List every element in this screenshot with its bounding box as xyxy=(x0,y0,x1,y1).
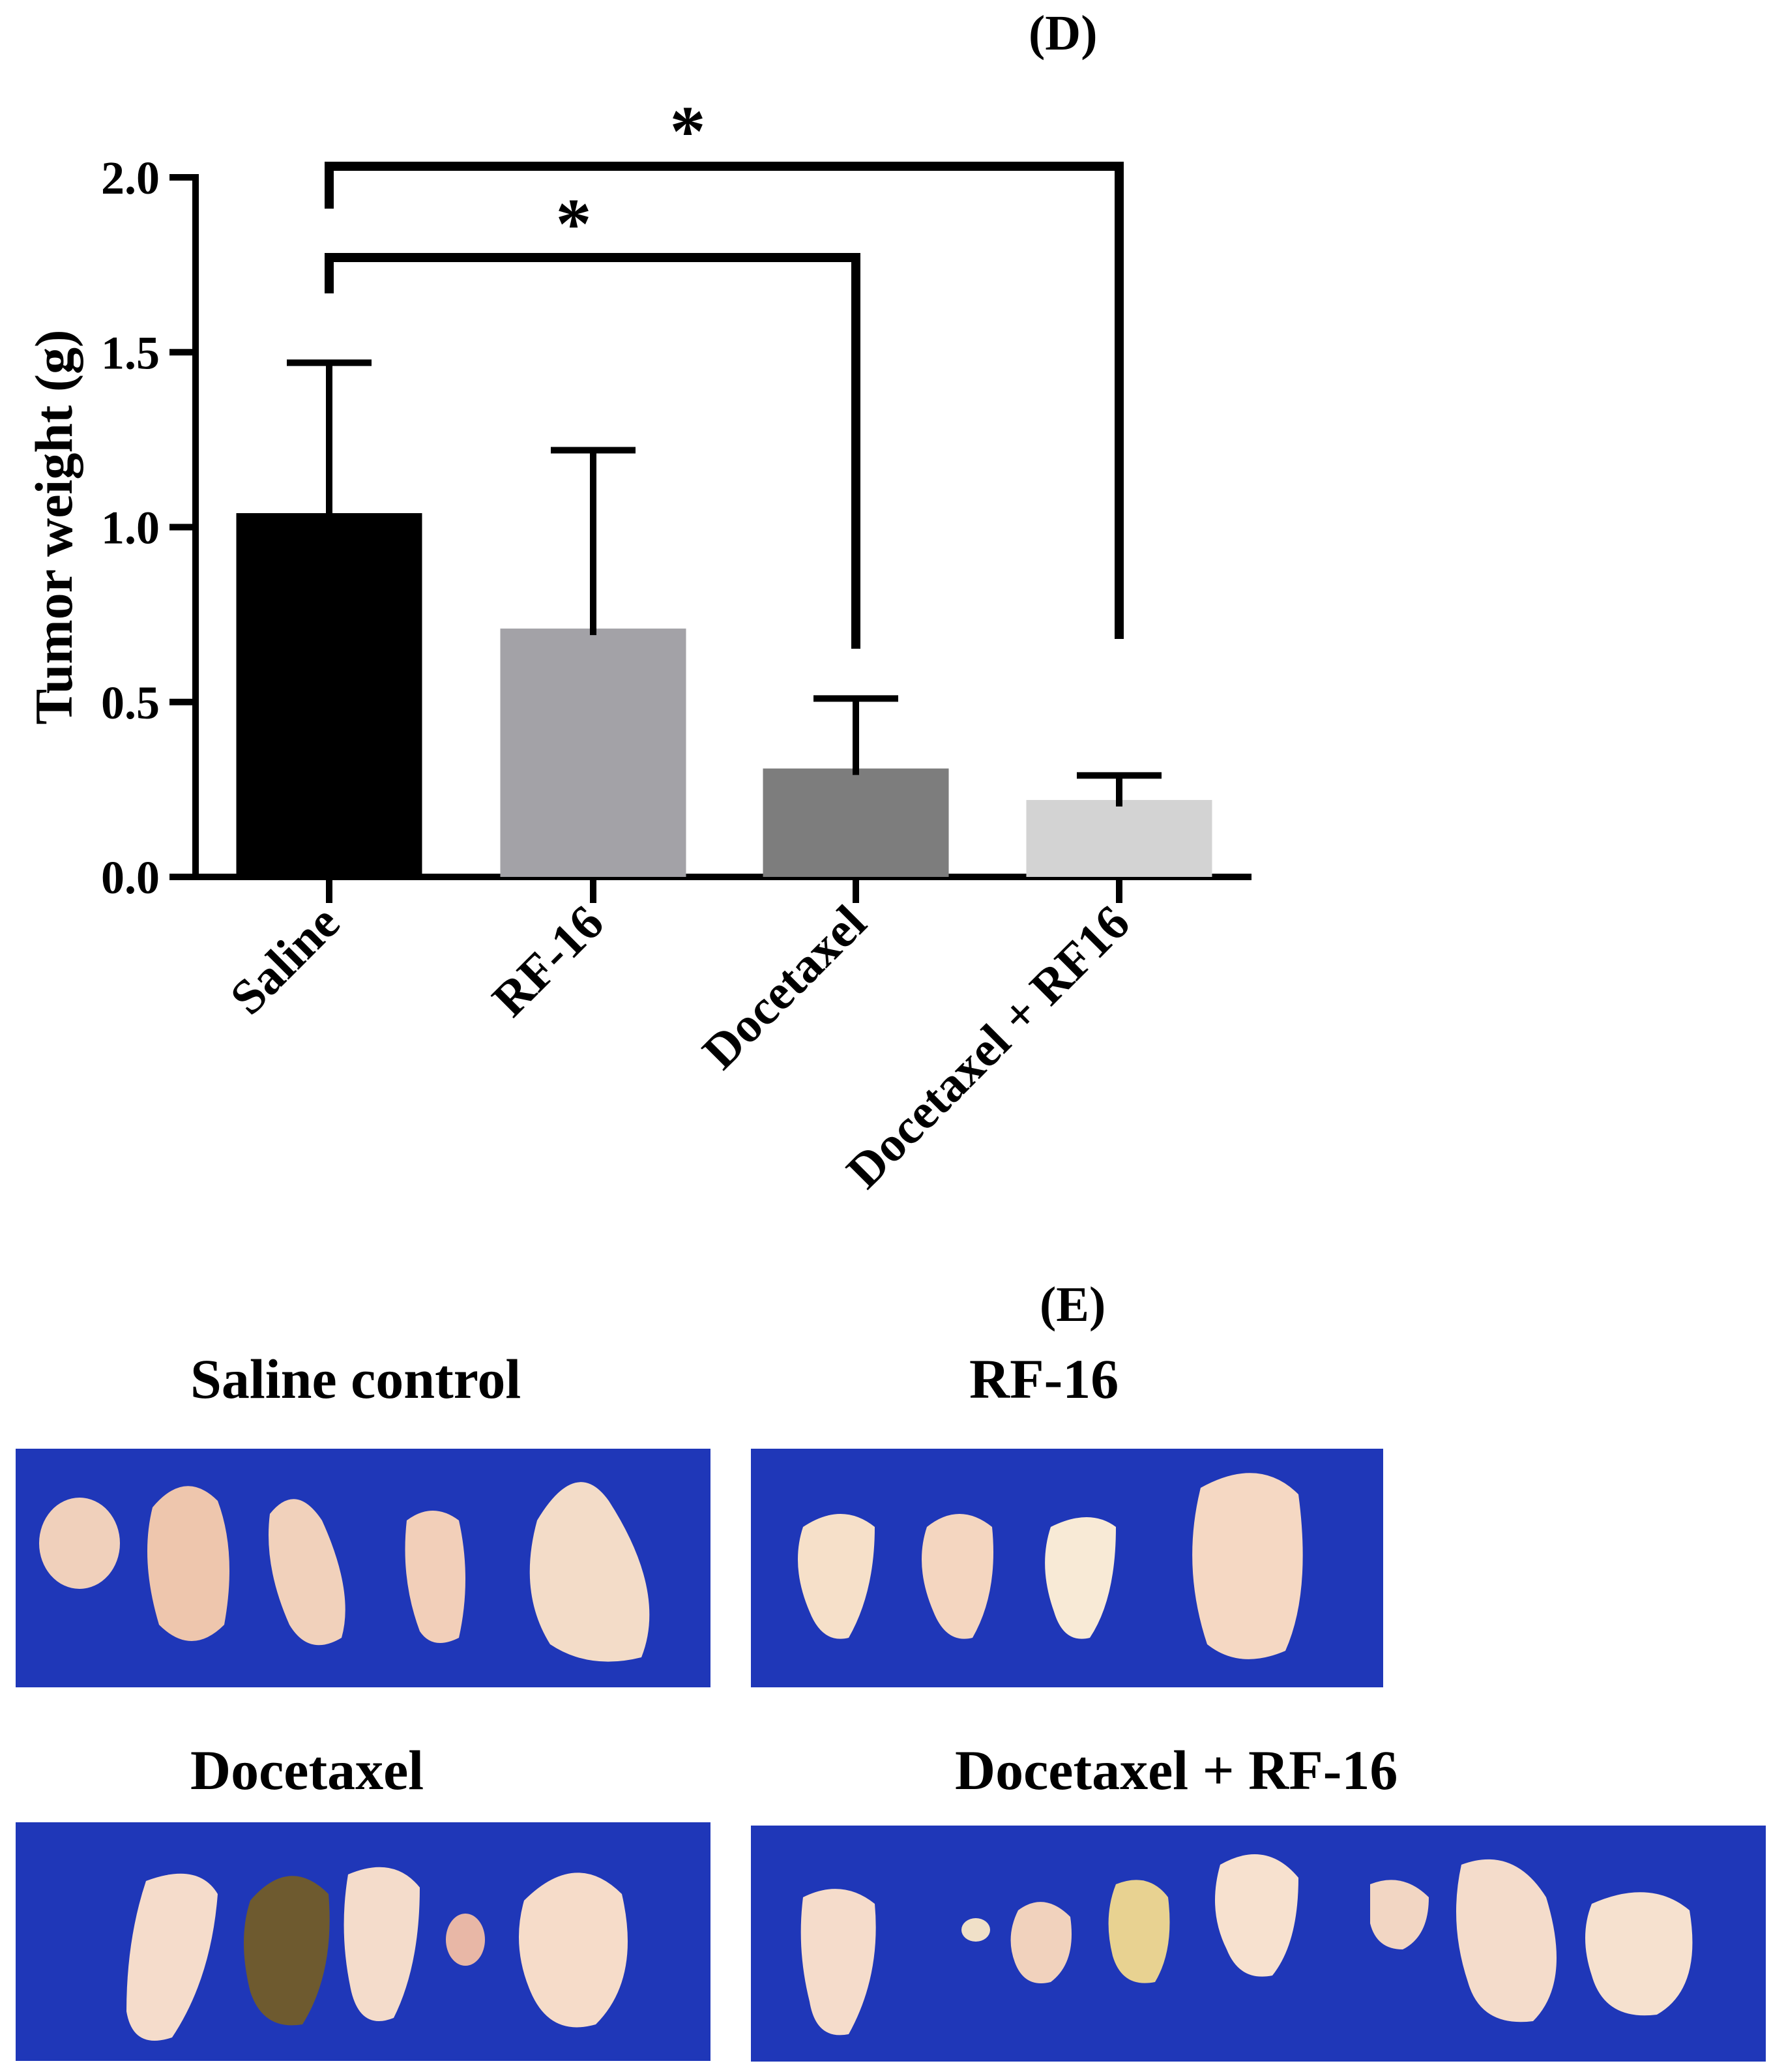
rf16-title: RF-16 xyxy=(969,1348,1119,1410)
y-tick-label: 2.0 xyxy=(101,152,160,204)
panel-d-label: (D) xyxy=(1029,6,1098,61)
y-tick-label: 1.5 xyxy=(101,327,160,379)
y-tick-label: 0.0 xyxy=(101,851,160,904)
significance-star: * xyxy=(670,98,706,171)
chart-bars xyxy=(236,359,1212,877)
x-tick-label: Saline xyxy=(220,895,350,1026)
panel-e-label: (E) xyxy=(1040,1277,1106,1332)
significance-star: * xyxy=(556,184,592,263)
significance-bracket xyxy=(325,162,1124,639)
y-tick-label: 1.0 xyxy=(101,502,160,554)
docetaxel-rf16-tumor-photo xyxy=(751,1826,1766,2062)
saline-control-title: Saline control xyxy=(190,1348,521,1410)
rf16-tumor-photo xyxy=(751,1449,1383,1687)
bar-docetaxel-rf16 xyxy=(1026,799,1212,877)
bar-docetaxel xyxy=(763,768,949,877)
x-tick-label: RF-16 xyxy=(482,895,614,1028)
x-tick-label: Docetaxel xyxy=(692,895,877,1080)
docetaxel-rf16-title: Docetaxel + RF-16 xyxy=(955,1739,1398,1801)
y-axis-label: Tumor weight (g) xyxy=(24,330,83,725)
y-tick-label: 0.5 xyxy=(101,677,160,729)
bar-rf-16 xyxy=(500,629,686,877)
bar-saline xyxy=(236,513,422,877)
saline-tumor-photo xyxy=(16,1449,710,1687)
docetaxel-title: Docetaxel xyxy=(190,1739,424,1801)
x-tick-label: Docetaxel + RF16 xyxy=(836,895,1140,1199)
docetaxel-tumor-photo xyxy=(16,1822,710,2061)
significance-bracket xyxy=(325,253,860,649)
significance-brackets: ** xyxy=(325,98,1124,649)
